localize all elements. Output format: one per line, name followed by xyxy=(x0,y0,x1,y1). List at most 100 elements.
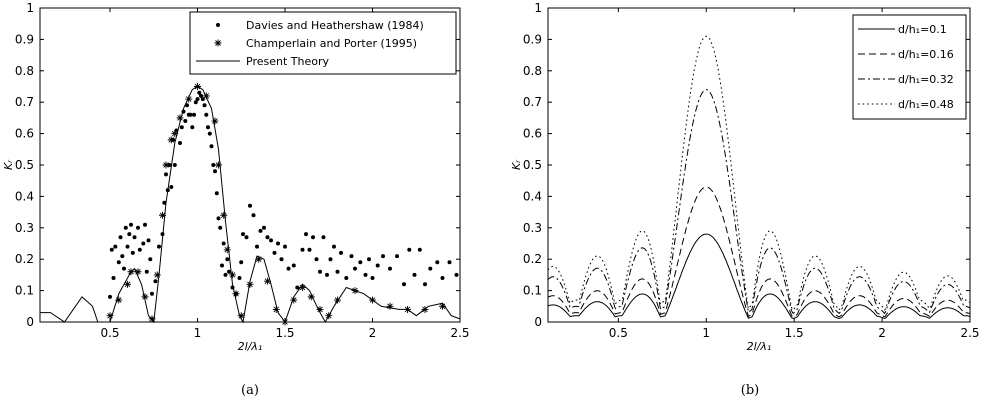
legend-marker-dot xyxy=(216,23,220,27)
data-point-champerlain xyxy=(153,271,161,279)
legend-entry: d/h₁=0.16 xyxy=(898,48,954,61)
data-point-davies xyxy=(204,112,209,117)
data-point-davies xyxy=(120,254,125,259)
series-line-present-theory xyxy=(40,85,461,324)
data-point-davies xyxy=(108,294,112,299)
legend-entry: d/h₁=0.32 xyxy=(898,73,954,86)
y-tick-label: 0.8 xyxy=(15,64,34,78)
y-tick-label: 0 xyxy=(26,315,34,329)
data-point-davies xyxy=(127,232,132,237)
data-point-davies xyxy=(248,203,252,208)
data-point-champerlain xyxy=(369,296,376,304)
data-point-champerlain xyxy=(134,268,142,276)
y-tick-label: 0.2 xyxy=(523,252,542,266)
series-line-dashed xyxy=(547,186,971,318)
data-point-davies xyxy=(153,279,158,284)
y-tick-label: 0.9 xyxy=(523,32,542,46)
y-axis-label: Kᵣ xyxy=(2,159,15,170)
y-tick-label: 1 xyxy=(534,1,542,15)
data-point-champerlain xyxy=(229,271,236,279)
data-point-champerlain xyxy=(421,305,429,313)
data-point-champerlain xyxy=(299,283,306,291)
data-point-davies xyxy=(237,276,242,280)
y-tick-label: 0.3 xyxy=(523,221,542,235)
y-tick-label: 0.3 xyxy=(15,221,34,235)
data-point-davies xyxy=(164,172,168,177)
data-point-champerlain xyxy=(264,277,271,285)
data-point-davies xyxy=(207,131,212,136)
data-point-champerlain xyxy=(124,280,131,288)
data-point-davies xyxy=(363,272,368,277)
data-point-davies xyxy=(435,260,440,265)
data-point-davies xyxy=(178,141,182,145)
y-tick-label: 0.7 xyxy=(523,95,542,109)
data-point-davies xyxy=(223,272,228,277)
data-point-davies xyxy=(332,244,336,249)
data-point-champerlain xyxy=(334,296,341,304)
data-point-davies xyxy=(423,282,427,287)
data-point-davies xyxy=(283,244,287,249)
data-point-davies xyxy=(279,257,284,262)
data-point-davies xyxy=(214,191,219,196)
data-point-champerlain xyxy=(215,161,222,169)
y-tick-label: 0.9 xyxy=(15,32,34,46)
data-point-davies xyxy=(141,241,146,246)
data-point-champerlain xyxy=(106,312,114,320)
y-tick-label: 1 xyxy=(26,1,34,15)
legend-entry: Davies and Heathershaw (1984) xyxy=(246,19,424,32)
data-point-davies xyxy=(225,257,230,262)
data-point-davies xyxy=(381,254,385,259)
data-point-champerlain xyxy=(307,293,315,301)
data-point-davies xyxy=(185,103,189,108)
y-tick-label: 0.6 xyxy=(15,127,34,141)
data-point-davies xyxy=(199,93,203,98)
data-point-davies xyxy=(111,276,116,280)
data-point-davies xyxy=(146,238,151,243)
data-point-davies xyxy=(118,235,123,240)
data-point-davies xyxy=(276,241,280,246)
data-point-davies xyxy=(113,244,118,249)
x-tick-label: 2 xyxy=(369,326,377,340)
data-point-davies xyxy=(272,250,277,255)
data-point-davies xyxy=(192,112,196,117)
data-point-davies xyxy=(375,263,380,268)
data-point-davies xyxy=(328,257,333,262)
data-point-champerlain xyxy=(272,305,280,313)
data-point-davies xyxy=(174,128,179,133)
data-point-davies xyxy=(160,232,165,237)
data-point-champerlain xyxy=(202,92,210,100)
data-point-davies xyxy=(300,247,305,252)
data-point-davies xyxy=(417,247,422,252)
data-point-champerlain xyxy=(232,290,240,298)
data-point-davies xyxy=(412,272,417,277)
y-tick-label: 0.5 xyxy=(523,158,542,172)
y-tick-label: 0.4 xyxy=(15,189,34,203)
data-point-champerlain xyxy=(141,293,149,301)
data-point-davies xyxy=(137,247,142,252)
data-point-davies xyxy=(402,282,406,287)
data-point-champerlain xyxy=(386,302,394,310)
data-point-davies xyxy=(172,163,177,167)
data-point-davies xyxy=(262,225,266,230)
data-point-davies xyxy=(220,263,224,268)
data-point-davies xyxy=(195,97,200,102)
data-point-davies xyxy=(251,213,256,218)
data-point-davies xyxy=(179,125,184,130)
data-point-davies xyxy=(454,272,459,277)
y-tick-label: 0.5 xyxy=(15,158,34,172)
data-point-davies xyxy=(123,225,128,230)
data-point-davies xyxy=(291,263,296,268)
data-point-davies xyxy=(265,235,270,240)
y-tick-label: 0.2 xyxy=(15,252,34,266)
data-point-champerlain xyxy=(167,136,175,144)
data-point-champerlain xyxy=(185,95,193,103)
panel-b: 0.5 1 1.5 2 2.5 0 0.1 0.2 0.3 0.4 0.5 0.6 0.7 0.8 0.9 1… xyxy=(510,1,980,398)
x-tick-label: 1.5 xyxy=(785,326,804,340)
data-point-davies xyxy=(157,244,161,249)
data-point-davies xyxy=(209,144,214,149)
data-point-davies xyxy=(269,238,273,243)
data-point-davies xyxy=(258,228,263,233)
series-line-solid xyxy=(547,233,971,320)
